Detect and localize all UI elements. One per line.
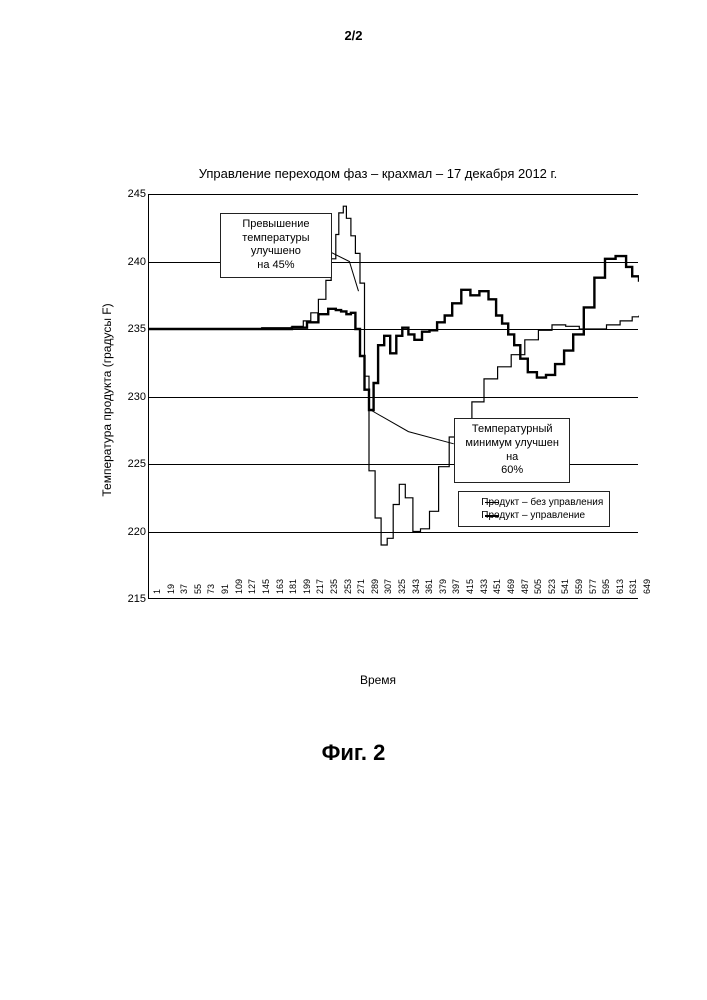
x-tick: 523	[547, 579, 557, 594]
x-tick: 217	[315, 579, 325, 594]
x-tick: 91	[220, 584, 230, 594]
page-number: 2/2	[0, 28, 707, 43]
chart-figure: Управление переходом фаз – крахмал – 17 …	[98, 190, 658, 700]
page: 2/2 Управление переходом фаз – крахмал –…	[0, 0, 707, 1000]
callout-box-0: Превышениетемпературы улучшенона 45%	[220, 213, 332, 278]
y-tick: 230	[122, 391, 146, 403]
x-tick: 109	[234, 579, 244, 594]
legend-swatch	[485, 515, 499, 517]
x-tick: 397	[451, 579, 461, 594]
x-tick: 559	[574, 579, 584, 594]
legend: Продукт – без управленияПродукт – управл…	[458, 491, 610, 527]
x-tick: 325	[397, 579, 407, 594]
legend-item: Продукт – без управления	[481, 496, 603, 509]
x-tick: 595	[601, 579, 611, 594]
x-tick: 433	[479, 579, 489, 594]
callout-line: на 45%	[227, 259, 325, 273]
x-tick: 271	[356, 579, 366, 594]
x-tick: 505	[533, 579, 543, 594]
chart-title: Управление переходом фаз – крахмал – 17 …	[98, 166, 658, 181]
y-tick: 225	[122, 458, 146, 470]
x-tick: 577	[588, 579, 598, 594]
x-tick: 451	[492, 579, 502, 594]
x-tick: 181	[288, 579, 298, 594]
plot-area: Превышениетемпературы улучшенона 45% Темп…	[148, 194, 638, 599]
legend-item: Продукт – управление	[481, 509, 603, 522]
callout-line: 60%	[461, 464, 562, 478]
x-tick: 1	[152, 589, 162, 594]
x-tick: 73	[206, 584, 216, 594]
x-tick: 127	[247, 579, 257, 594]
series-line-1	[149, 256, 639, 410]
callout-box-1: Температурныйминимум улучшен на60%	[454, 418, 569, 483]
x-tick: 235	[329, 579, 339, 594]
x-tick: 343	[411, 579, 421, 594]
x-tick: 289	[370, 579, 380, 594]
x-tick: 55	[193, 584, 203, 594]
x-tick: 145	[261, 579, 271, 594]
y-tick: 235	[122, 323, 146, 335]
y-tick: 240	[122, 256, 146, 268]
callout-leader-1	[371, 410, 454, 444]
y-axis-label: Температура продукта (градусы F)	[100, 303, 114, 496]
legend-swatch	[485, 502, 499, 503]
x-tick: 19	[166, 584, 176, 594]
callout-line: минимум улучшен на	[461, 437, 562, 465]
x-tick: 37	[179, 584, 189, 594]
x-tick: 361	[424, 579, 434, 594]
y-tick: 245	[122, 188, 146, 200]
figure-label: Фиг. 2	[0, 740, 707, 766]
x-tick: 487	[520, 579, 530, 594]
x-axis-label: Время	[98, 673, 658, 687]
callout-line: температуры улучшено	[227, 232, 325, 260]
x-tick: 199	[302, 579, 312, 594]
legend-label: Продукт – без управления	[481, 497, 603, 508]
x-tick: 307	[383, 579, 393, 594]
callout-line: Температурный	[461, 423, 562, 437]
x-tick: 613	[615, 579, 625, 594]
x-tick: 541	[560, 579, 570, 594]
x-tick: 649	[642, 579, 652, 594]
y-tick: 220	[122, 526, 146, 538]
x-tick: 163	[275, 579, 285, 594]
x-tick: 631	[628, 579, 638, 594]
x-tick: 379	[438, 579, 448, 594]
x-tick: 415	[465, 579, 475, 594]
callout-line: Превышение	[227, 218, 325, 232]
x-tick: 469	[506, 579, 516, 594]
callout-leader-0	[331, 252, 359, 291]
y-tick: 215	[122, 593, 146, 605]
x-tick: 253	[343, 579, 353, 594]
